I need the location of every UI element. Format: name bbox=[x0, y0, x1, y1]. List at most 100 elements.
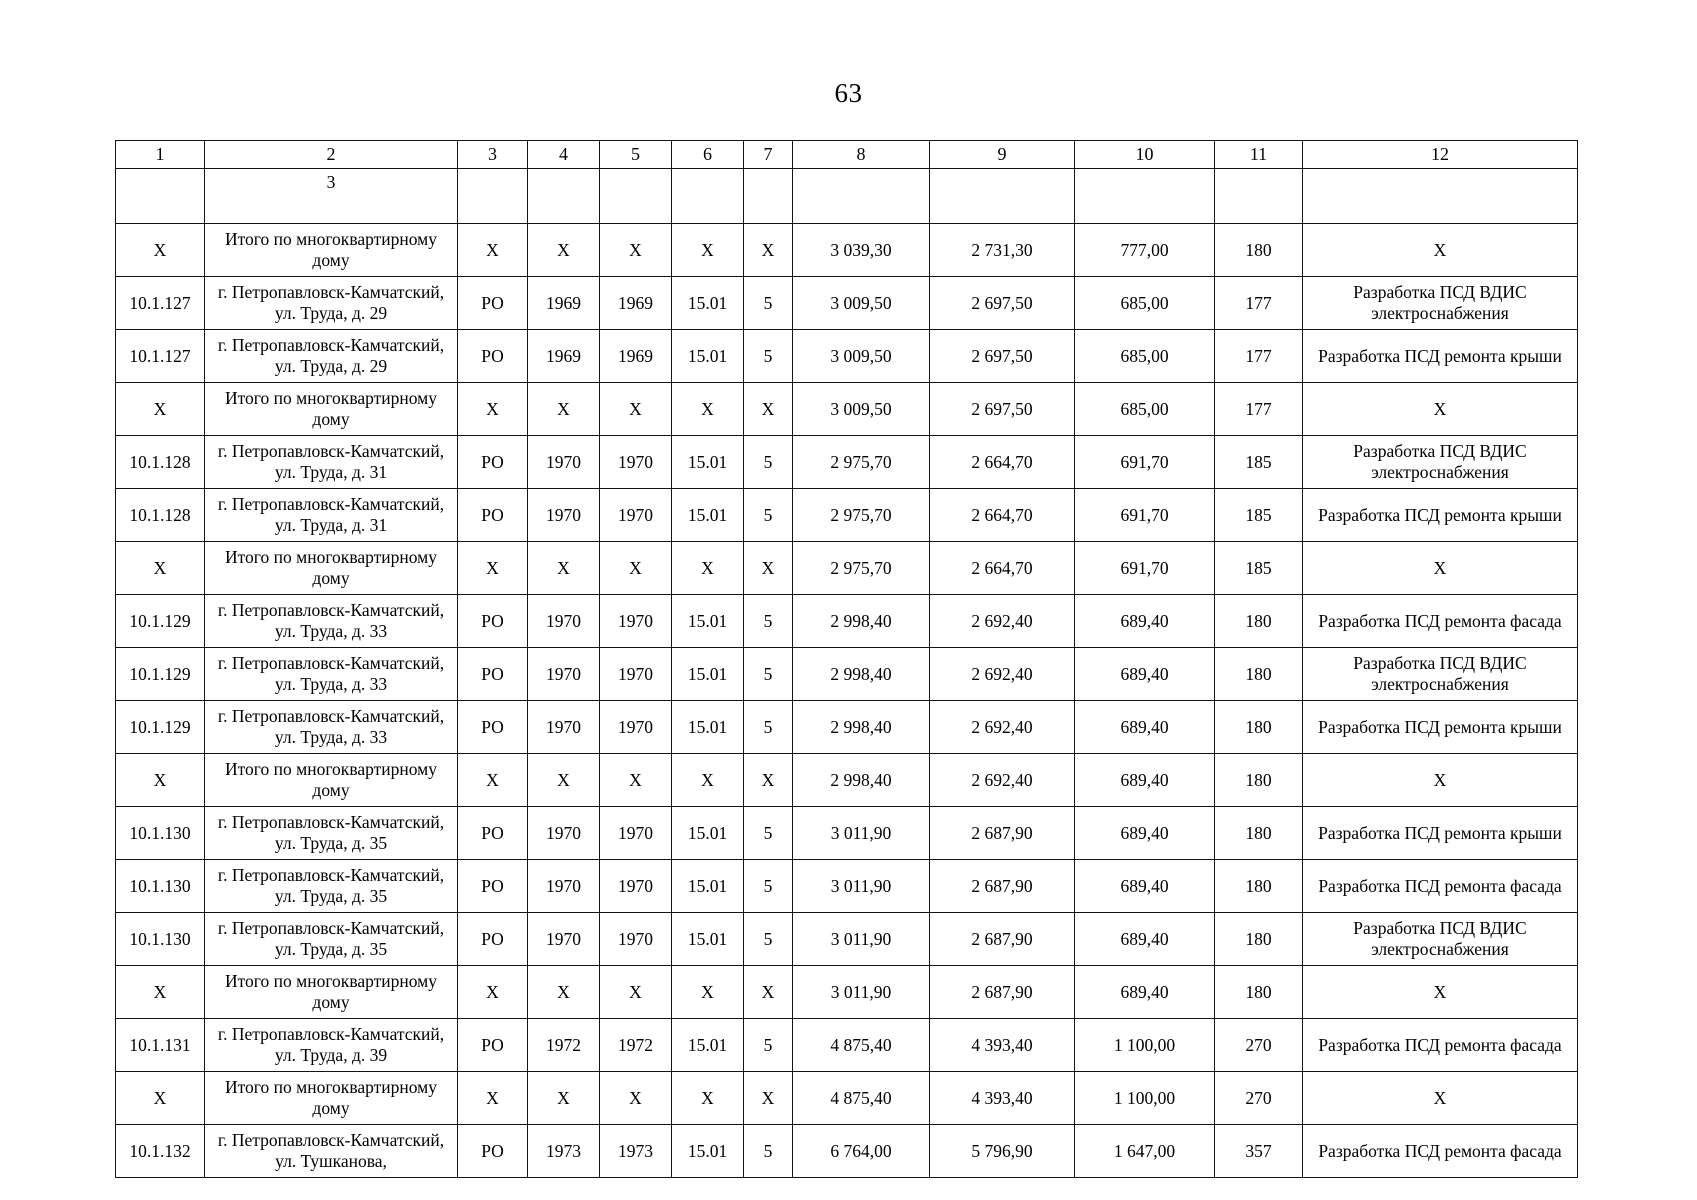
table-body: 1 2 3 4 5 6 7 8 9 10 11 12 3 bbox=[115, 140, 1578, 1178]
table-cell-col9: 2 692,40 bbox=[929, 700, 1075, 754]
table-cell-col10: 685,00 bbox=[1074, 382, 1215, 436]
table-cell-col9: 2 697,50 bbox=[929, 382, 1075, 436]
continuation-cell-9 bbox=[929, 168, 1075, 224]
table-cell-col11: 180 bbox=[1214, 806, 1303, 860]
col-header-10: 10 bbox=[1074, 140, 1215, 169]
col-header-8: 8 bbox=[792, 140, 930, 169]
table-cell-col11: 357 bbox=[1214, 1124, 1303, 1178]
table-cell-col3: РО bbox=[457, 435, 528, 489]
table-cell-col3: X bbox=[457, 965, 528, 1019]
table-cell-col7: X bbox=[743, 965, 793, 1019]
table-row: X Итого по многоквартирному дому X X X X X 3 00… bbox=[115, 382, 1578, 436]
table-cell-col1: 10.1.129 bbox=[115, 594, 205, 648]
continuation-cell-11 bbox=[1214, 168, 1303, 224]
table-cell-col2: г. Петропавловск-Камчатский, ул. Труда, … bbox=[204, 329, 458, 383]
table-cell-col2: г. Петропавловск-Камчатский, ул. Труда, … bbox=[204, 859, 458, 913]
table-cell-col12: Разработка ПСД ремонта фасада bbox=[1302, 594, 1578, 648]
table-cell-col11: 180 bbox=[1214, 965, 1303, 1019]
table-cell-col2: Итого по многоквартирному дому bbox=[204, 1071, 458, 1125]
continuation-cell-2: 3 bbox=[204, 168, 458, 224]
table-cell-col1: 10.1.129 bbox=[115, 647, 205, 701]
table-cell-col11: 185 bbox=[1214, 488, 1303, 542]
table-cell-col11: 180 bbox=[1214, 647, 1303, 701]
table-cell-col1: 10.1.127 bbox=[115, 276, 205, 330]
col-header-3: 3 bbox=[457, 140, 528, 169]
table-cell-col5: X bbox=[599, 223, 672, 277]
table-cell-col12: Разработка ПСД ремонта крыши bbox=[1302, 329, 1578, 383]
table-cell-col5: 1969 bbox=[599, 329, 672, 383]
table-cell-col9: 4 393,40 bbox=[929, 1071, 1075, 1125]
table-cell-col2: г. Петропавловск-Камчатский, ул. Труда, … bbox=[204, 806, 458, 860]
table-cell-col10: 689,40 bbox=[1074, 647, 1215, 701]
table-cell-col10: 691,70 bbox=[1074, 488, 1215, 542]
table-cell-col2: г. Петропавловск-Камчатский, ул. Труда, … bbox=[204, 1018, 458, 1072]
table-cell-col5: 1970 bbox=[599, 859, 672, 913]
table-cell-col7: 5 bbox=[743, 700, 793, 754]
table-cell-col5: 1970 bbox=[599, 488, 672, 542]
table-cell-col6: 15.01 bbox=[671, 1124, 744, 1178]
table-cell-col2: г. Петропавловск-Камчатский, ул. Тушкано… bbox=[204, 1124, 458, 1178]
table-cell-col10: 689,40 bbox=[1074, 594, 1215, 648]
table-cell-col6: 15.01 bbox=[671, 647, 744, 701]
table-cell-col10: 689,40 bbox=[1074, 859, 1215, 913]
table-cell-col4: X bbox=[527, 382, 600, 436]
table-cell-col5: 1970 bbox=[599, 806, 672, 860]
table-cell-col1: 10.1.130 bbox=[115, 912, 205, 966]
table-cell-col4: 1972 bbox=[527, 1018, 600, 1072]
table-cell-col12: Разработка ПСД ремонта крыши bbox=[1302, 488, 1578, 542]
table-cell-col8: 3 011,90 bbox=[792, 859, 930, 913]
table-cell-col12: X bbox=[1302, 382, 1578, 436]
table-cell-col8: 2 998,40 bbox=[792, 753, 930, 807]
continuation-cell-12 bbox=[1302, 168, 1578, 224]
table-cell-col12: X bbox=[1302, 541, 1578, 595]
table-cell-col12: Разработка ПСД ремонта фасада bbox=[1302, 859, 1578, 913]
table-cell-col9: 2 731,30 bbox=[929, 223, 1075, 277]
table-cell-col6: X bbox=[671, 382, 744, 436]
table-cell-col8: 3 039,30 bbox=[792, 223, 930, 277]
table-cell-col9: 2 664,70 bbox=[929, 541, 1075, 595]
table-cell-col11: 180 bbox=[1214, 700, 1303, 754]
table-cell-col3: РО bbox=[457, 647, 528, 701]
page-number: 63 bbox=[834, 78, 863, 108]
continuation-cell-5 bbox=[599, 168, 672, 224]
table-cell-col11: 180 bbox=[1214, 859, 1303, 913]
table-cell-col8: 2 998,40 bbox=[792, 647, 930, 701]
table-cell-col2: г. Петропавловск-Камчатский, ул. Труда, … bbox=[204, 912, 458, 966]
table-cell-col7: X bbox=[743, 223, 793, 277]
table-cell-col4: 1969 bbox=[527, 329, 600, 383]
table-cell-col7: 5 bbox=[743, 1124, 793, 1178]
table-cell-col4: X bbox=[527, 753, 600, 807]
table-cell-col4: 1970 bbox=[527, 594, 600, 648]
table-cell-col6: X bbox=[671, 541, 744, 595]
table-cell-col3: РО bbox=[457, 1124, 528, 1178]
table-cell-col5: 1970 bbox=[599, 435, 672, 489]
table-cell-col2: Итого по многоквартирному дому bbox=[204, 223, 458, 277]
table-cell-col5: 1972 bbox=[599, 1018, 672, 1072]
table-cell-col2: Итого по многоквартирному дому bbox=[204, 965, 458, 1019]
table-cell-col9: 2 697,50 bbox=[929, 329, 1075, 383]
table-cell-col12: X bbox=[1302, 753, 1578, 807]
table-cell-col11: 270 bbox=[1214, 1018, 1303, 1072]
table-cell-col11: 180 bbox=[1214, 753, 1303, 807]
table-cell-col8: 2 975,70 bbox=[792, 488, 930, 542]
table-cell-col9: 2 687,90 bbox=[929, 859, 1075, 913]
table-row: X Итого по многоквартирному дому X X X X X 2 99… bbox=[115, 753, 1578, 807]
table-cell-col2: г. Петропавловск-Камчатский, ул. Труда, … bbox=[204, 488, 458, 542]
table-row: 10.1.132 г. Петропавловск-Камчатский, ул.… bbox=[115, 1124, 1578, 1178]
table-cell-col4: 1970 bbox=[527, 647, 600, 701]
table-cell-col8: 2 998,40 bbox=[792, 594, 930, 648]
table-cell-col4: X bbox=[527, 541, 600, 595]
table-row: 10.1.129 г. Петропавловск-Камчатский, ул.… bbox=[115, 647, 1578, 701]
table-cell-col10: 685,00 bbox=[1074, 276, 1215, 330]
table-cell-col12: X bbox=[1302, 223, 1578, 277]
table-cell-col3: X bbox=[457, 541, 528, 595]
continuation-row: 3 bbox=[115, 168, 1578, 224]
table-cell-col3: РО bbox=[457, 488, 528, 542]
table-cell-col10: 691,70 bbox=[1074, 435, 1215, 489]
table-cell-col6: X bbox=[671, 1071, 744, 1125]
table-cell-col8: 2 975,70 bbox=[792, 541, 930, 595]
table-cell-col12: Разработка ПСД ремонта крыши bbox=[1302, 700, 1578, 754]
table-cell-col6: 15.01 bbox=[671, 435, 744, 489]
table-cell-col4: X bbox=[527, 965, 600, 1019]
table-cell-col8: 3 011,90 bbox=[792, 912, 930, 966]
